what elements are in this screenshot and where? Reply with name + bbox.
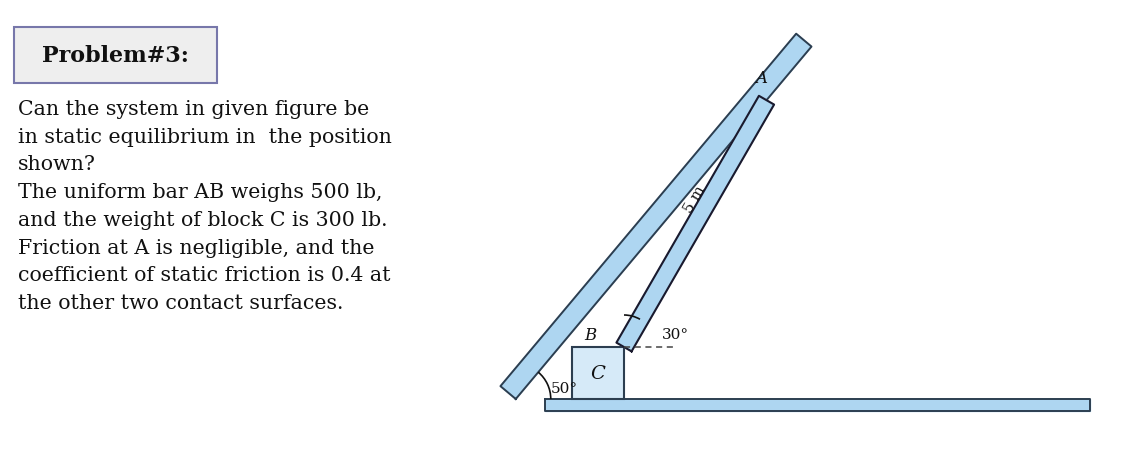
Polygon shape bbox=[616, 97, 774, 352]
Text: A: A bbox=[756, 70, 767, 87]
Text: 50°: 50° bbox=[551, 381, 578, 395]
Text: C: C bbox=[591, 364, 605, 382]
Polygon shape bbox=[501, 35, 811, 399]
Text: B: B bbox=[584, 326, 596, 343]
Text: 30°: 30° bbox=[662, 327, 690, 341]
Bar bbox=[572, 347, 624, 399]
Text: Can the system in given figure be
in static equilibrium in  the position
shown?
: Can the system in given figure be in sta… bbox=[18, 100, 391, 312]
Text: 5 m: 5 m bbox=[682, 183, 708, 215]
Text: Problem#3:: Problem#3: bbox=[42, 45, 189, 67]
Polygon shape bbox=[544, 399, 1090, 411]
FancyBboxPatch shape bbox=[14, 28, 217, 84]
